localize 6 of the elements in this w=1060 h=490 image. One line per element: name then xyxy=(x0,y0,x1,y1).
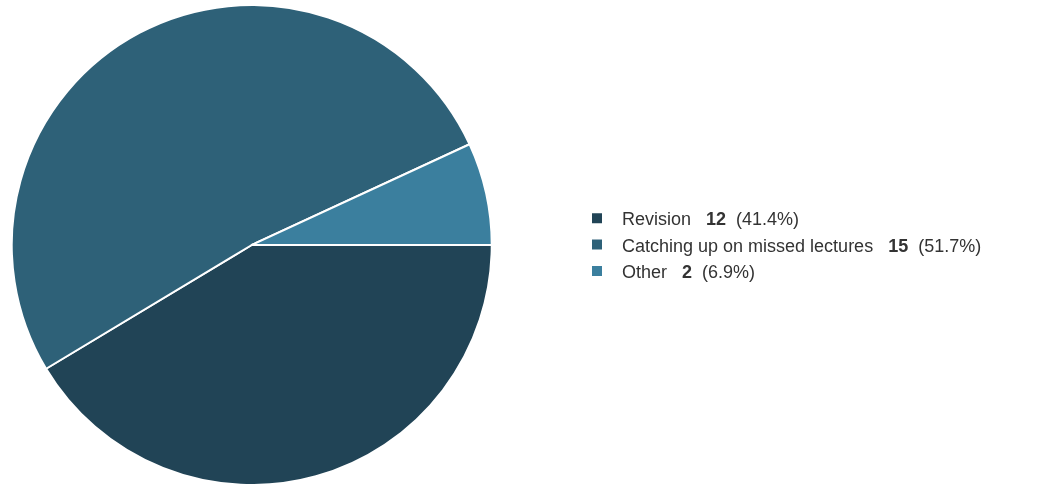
data-label: 15 (51.7%) xyxy=(888,235,982,256)
legend-label: Other xyxy=(622,262,668,283)
legend-label: Revision xyxy=(622,209,692,230)
data-label: 2 (6.9%) xyxy=(682,262,756,283)
legend-label: Catching up on missed lectures xyxy=(622,235,874,256)
data-label: 12 (41.4%) xyxy=(706,209,800,230)
